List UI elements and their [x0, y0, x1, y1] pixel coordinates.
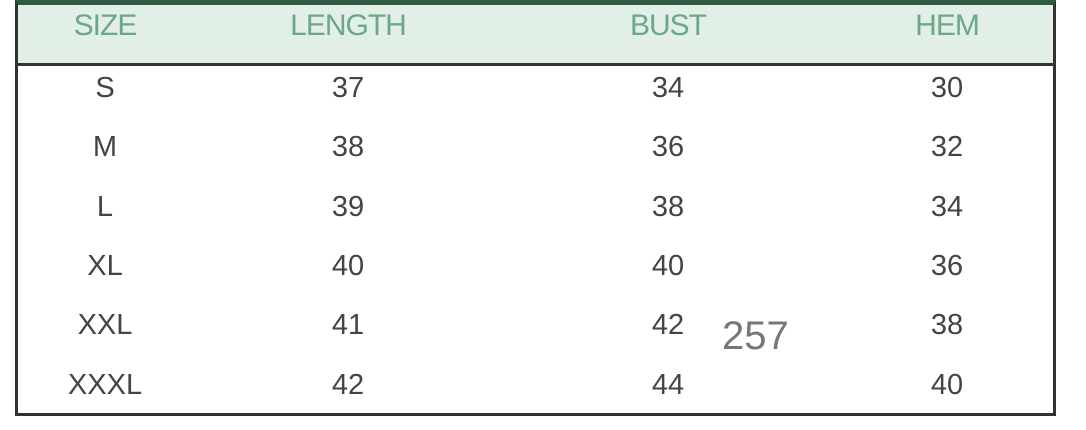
column-header-length: LENGTH: [290, 9, 407, 42]
cell-length: 37: [331, 72, 365, 104]
overlay-number: 257: [722, 314, 789, 358]
cell-hem: 40: [930, 368, 964, 401]
cell-hem: 36: [930, 249, 964, 282]
cell-size: XXL: [77, 309, 133, 342]
cell-size: L: [96, 190, 114, 223]
table-header: [18, 5, 1053, 66]
cell-size: M: [92, 131, 118, 164]
cell-hem: 34: [930, 190, 964, 223]
cell-bust: 38: [651, 190, 685, 223]
cell-hem: 38: [930, 309, 964, 342]
cell-size: XXXL: [67, 368, 143, 401]
size-chart-table: [15, 0, 1056, 416]
cell-hem: 30: [930, 72, 964, 104]
cell-hem: 32: [930, 131, 964, 164]
cell-bust: 44: [651, 368, 685, 401]
column-header-size: SIZE: [73, 9, 138, 42]
cell-bust: 36: [651, 131, 685, 164]
column-header-hem: HEM: [915, 9, 980, 42]
cell-bust: 42: [651, 309, 685, 342]
cell-length: 38: [331, 131, 365, 164]
cell-bust: 34: [651, 72, 685, 104]
cell-length: 40: [331, 249, 365, 282]
cell-length: 39: [331, 190, 365, 223]
column-header-bust: BUST: [629, 9, 707, 42]
cell-length: 42: [331, 368, 365, 401]
cell-bust: 40: [651, 249, 685, 282]
cell-size: S: [95, 72, 115, 104]
cell-size: XL: [87, 249, 123, 282]
cell-length: 41: [331, 309, 365, 342]
